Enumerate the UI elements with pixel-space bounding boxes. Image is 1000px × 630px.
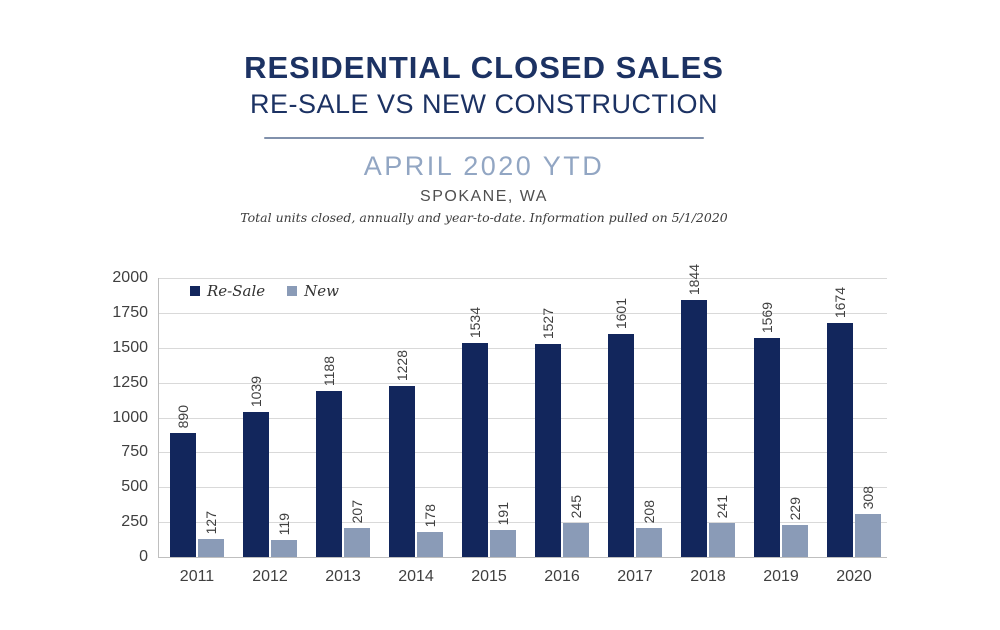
gridline-1250 [158, 383, 887, 384]
bar-value-label: 127 [203, 510, 219, 534]
bar-value-label: 207 [349, 499, 365, 523]
bar-resale-2012 [243, 412, 269, 557]
x-axis-label-2017: 2017 [617, 568, 653, 585]
x-axis-label-2019: 2019 [763, 568, 799, 585]
bar-value-label: 119 [276, 512, 292, 535]
x-axis-label-2016: 2016 [544, 568, 580, 585]
bar-new-2014 [417, 532, 443, 557]
bar-value-label: 241 [714, 494, 730, 518]
bar-new-2011 [198, 539, 224, 557]
x-axis-line [158, 557, 887, 558]
gridline-1750 [158, 313, 887, 314]
bar-value-label: 1527 [540, 307, 556, 339]
gridline-2000 [158, 278, 887, 279]
bar-new-2018 [709, 523, 735, 557]
bar-value-label: 245 [568, 494, 584, 518]
page-title: RESIDENTIAL CLOSED SALES [244, 50, 724, 85]
bar-resale-2013 [316, 391, 342, 557]
bar-resale-2017 [608, 334, 634, 557]
x-axis-label-2014: 2014 [398, 568, 434, 585]
bar-new-2016 [563, 523, 589, 557]
x-axis-label-2013: 2013 [325, 568, 361, 585]
bar-value-label: 191 [495, 501, 511, 525]
y-axis-line [158, 278, 159, 557]
bar-value-label: 1188 [321, 355, 337, 386]
y-axis-label-0: 0 [139, 548, 148, 565]
bar-value-label: 208 [641, 499, 657, 523]
x-axis-label-2020: 2020 [836, 568, 872, 585]
y-axis-label-500: 500 [121, 478, 148, 495]
bar-resale-2014 [389, 386, 415, 557]
legend-label: New [304, 282, 339, 300]
bar-resale-2019 [754, 338, 780, 557]
bar-resale-2011 [170, 433, 196, 557]
y-axis-label-250: 250 [121, 513, 148, 530]
x-axis-label-2015: 2015 [471, 568, 507, 585]
report-location: SPOKANE, WA [420, 188, 548, 205]
bar-value-label: 1601 [613, 297, 629, 329]
legend-item-resale: Re-Sale [190, 282, 265, 300]
gridline-750 [158, 452, 887, 453]
x-axis-label-2018: 2018 [690, 568, 726, 585]
bar-value-label: 229 [787, 496, 803, 520]
bar-value-label: 1569 [759, 301, 775, 333]
bar-new-2019 [782, 525, 808, 557]
bar-value-label: 308 [860, 485, 876, 509]
y-axis-label-1500: 1500 [112, 339, 148, 356]
legend-swatch-icon [287, 286, 298, 296]
bar-value-label: 1674 [832, 286, 848, 318]
bar-value-label: 890 [175, 404, 191, 428]
legend-label: Re-Sale [207, 282, 266, 300]
bar-resale-2016 [535, 344, 561, 557]
bar-new-2015 [490, 530, 516, 557]
bar-value-label: 1844 [686, 263, 702, 295]
gridline-250 [158, 522, 887, 523]
bar-resale-2020 [827, 323, 853, 557]
y-axis-label-750: 750 [121, 443, 148, 460]
gridline-500 [158, 487, 887, 488]
bar-new-2013 [344, 528, 370, 557]
bar-value-label: 1534 [467, 306, 483, 338]
y-axis-label-2000: 2000 [112, 269, 148, 286]
y-axis-label-1750: 1750 [112, 304, 148, 321]
y-axis-label-1000: 1000 [112, 409, 148, 426]
page-subtitle: RE-SALE VS NEW CONSTRUCTION [249, 89, 719, 119]
title-divider [264, 137, 704, 139]
bar-value-label: 178 [422, 503, 438, 527]
gridline-1500 [158, 348, 887, 349]
bar-resale-2015 [462, 343, 488, 557]
gridline-1000 [158, 418, 887, 419]
bar-value-label: 1039 [248, 375, 264, 407]
bar-value-label: 1228 [394, 349, 410, 381]
y-axis-label-1250: 1250 [112, 374, 148, 391]
legend-item-new: New [287, 282, 339, 300]
bar-new-2017 [636, 528, 662, 557]
report-note: Total units closed, annually and year-to… [240, 210, 728, 225]
x-axis-label-2011: 2011 [179, 568, 215, 585]
x-axis-label-2012: 2012 [252, 568, 288, 585]
report-period: APRIL 2020 YTD [363, 151, 605, 181]
bar-new-2020 [855, 514, 881, 557]
legend-swatch-icon [190, 286, 200, 296]
chart-legend: Re-Sale New [190, 282, 339, 300]
bar-resale-2018 [681, 300, 707, 557]
bar-new-2012 [271, 540, 297, 557]
